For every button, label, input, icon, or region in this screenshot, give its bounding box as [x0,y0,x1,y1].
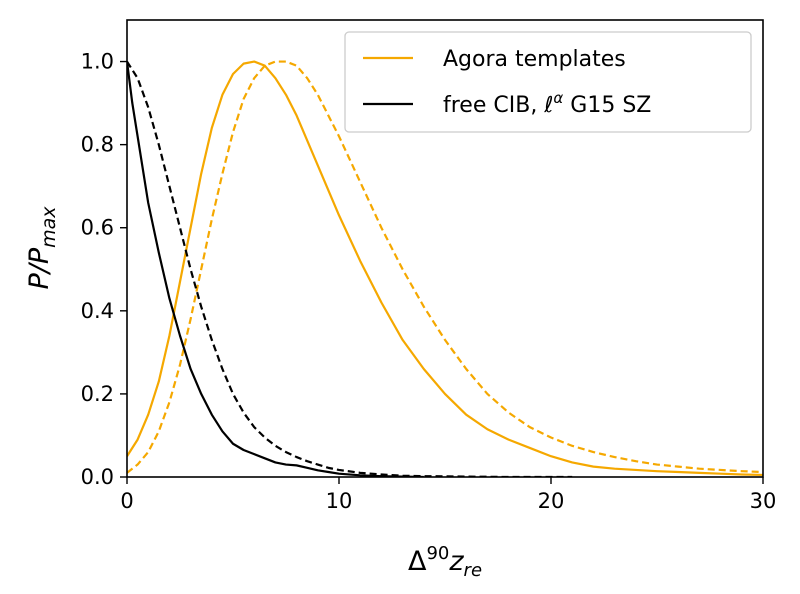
y-tick-label: 1.0 [81,50,114,74]
legend-label-free-cib-pre: free CIB, [443,93,544,118]
x-tick-label: 0 [120,489,133,513]
legend-label-free-cib-alpha: α [553,89,563,107]
series-line-agora-dashed [127,60,763,474]
y-tick-label: 0.2 [81,382,114,406]
series-line-free-cib-solid [127,61,424,477]
x-tick-label: 10 [326,489,353,513]
x-axis-label-base: Δ [408,546,427,577]
y-axis-label: P/Pmax [24,206,60,290]
legend-label-free-cib-post: G15 SZ [563,93,651,118]
series-line-agora-solid [127,60,763,477]
legend-label-free-cib: free CIB, ℓα G15 SZ [443,89,651,118]
y-axis: 0.0 0.2 0.4 0.6 0.8 1.0 [81,50,127,489]
x-tick-label: 20 [538,489,565,513]
legend-label-free-cib-ell: ℓ [543,93,553,118]
series-line-free-cib-dashed [127,60,573,477]
x-axis: 0 10 20 30 [120,477,776,513]
x-axis-label-sub: re [464,560,482,581]
plot-frame [126,19,764,478]
y-tick-label: 0.0 [81,465,114,489]
y-tick-label: 0.4 [81,299,114,323]
legend: Agora templates free CIB, ℓα G15 SZ [344,31,752,133]
legend-label-agora: Agora templates [443,47,626,72]
y-tick-label: 0.6 [81,216,114,240]
series-layer [127,60,763,477]
legend-box [344,31,752,133]
y-tick-label: 0.8 [81,133,114,157]
y-axis-label-main: P/P [24,247,55,289]
x-axis-label: Δ90zre [408,543,482,581]
x-tick-label: 30 [750,489,777,513]
x-axis-label-main: z [448,546,464,577]
y-axis-label-sub: max [38,206,60,248]
x-axis-label-sup: 90 [426,543,449,564]
